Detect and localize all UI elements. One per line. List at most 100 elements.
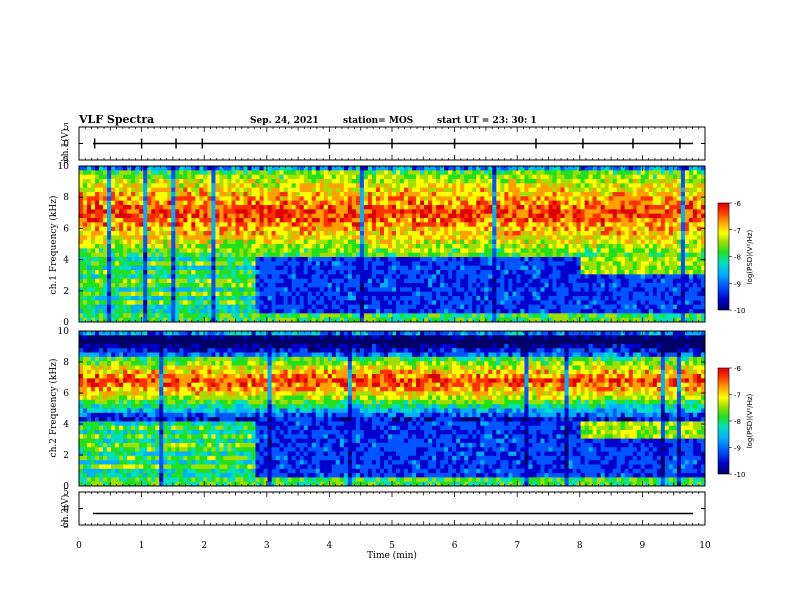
ch1-spectrogram-cell <box>123 296 128 301</box>
ch1-spectrogram-cell <box>287 205 292 210</box>
ch1-spectrogram-cell <box>275 196 280 201</box>
ch1-spectrogram-cell <box>227 296 232 301</box>
ch1-spectrogram-cell <box>424 287 429 292</box>
ch1-spectrogram-cell <box>548 313 553 318</box>
ch1-spectrogram-cell <box>600 265 605 271</box>
ch1-spectrogram-cell <box>151 287 156 292</box>
ch1-spectrogram-cell <box>363 174 369 180</box>
ch1-spectrogram-cell <box>115 196 120 201</box>
ch1-spectrogram-cell <box>215 200 220 206</box>
ch1-spectrogram-cell <box>95 248 100 253</box>
ch1-spectrogram-cell <box>580 218 585 223</box>
ch1-spectrogram-cell <box>540 213 545 219</box>
ch1-spectrogram-cell <box>211 304 216 310</box>
ch1-spectrogram-cell <box>576 287 581 292</box>
ch1-spectrogram-cell <box>323 257 329 262</box>
ch1-spectrogram-cell <box>223 222 228 227</box>
ch1-spectrogram-cell <box>592 218 597 223</box>
ch1-spectrogram-cell <box>496 218 501 223</box>
ch1-spectrogram-cell <box>404 231 409 236</box>
ch1-spectrogram-cell <box>111 205 116 210</box>
ch1-spectrogram-cell <box>556 261 561 266</box>
ch1-spectrogram-cell <box>199 300 204 305</box>
ch1-spectrogram-cell <box>211 300 216 305</box>
ch1-spectrogram-cell <box>392 283 397 288</box>
ch1-spectrogram-cell <box>355 187 361 193</box>
ch1-spectrogram-cell <box>211 313 216 318</box>
ch1-spectrogram-cell <box>239 187 244 193</box>
ch1-spectrogram-cell <box>456 239 461 245</box>
ch1-spectrogram-cell <box>235 231 240 236</box>
ch1-spectrogram-cell <box>496 300 501 305</box>
ch1-spectrogram-cell <box>400 278 405 284</box>
ch1-spectrogram-cell <box>143 231 148 236</box>
ch1-spectrogram-cell <box>600 278 605 284</box>
ch1-spectrogram-cell <box>584 313 589 318</box>
ch1-spectrogram-cell <box>331 222 337 227</box>
ch1-spectrogram-cell <box>604 309 609 314</box>
ch1-spectrogram-cell <box>428 244 433 249</box>
ch1-spectrogram-cell <box>151 274 156 279</box>
ch1-spectrogram-cell <box>420 274 425 279</box>
ch1-spectrogram-cell <box>392 209 397 214</box>
ch1-spectrogram-cell <box>139 261 144 266</box>
ch1-spectrogram-cell <box>488 296 493 301</box>
ch1-spectrogram-cell <box>171 187 176 193</box>
ch1-spectrogram-cell <box>231 192 236 197</box>
ch1-spectrogram-cell <box>588 179 593 184</box>
ch1-spectrogram-cell <box>175 235 180 240</box>
ch1-spectrogram-cell <box>359 231 365 236</box>
ch1-spectrogram-cell <box>440 304 445 310</box>
ch1-spectrogram-cell <box>355 205 361 210</box>
ch1-spectrogram-cell <box>231 261 236 266</box>
ch1-spectrogram-cell <box>143 296 148 301</box>
ch1-spectrogram-cell <box>95 296 100 301</box>
ch1-spectrogram-cell <box>199 209 204 214</box>
ch1-spectrogram-cell <box>452 222 457 227</box>
ch1-spectrogram-cell <box>528 187 533 193</box>
ch1-spectrogram-cell <box>111 317 116 323</box>
ch1-spectrogram-cell <box>227 283 232 288</box>
ch1-spectrogram-cell <box>488 213 493 219</box>
ch1-spectrogram-cell <box>243 270 248 275</box>
ch1-spectrogram-cell <box>83 270 88 275</box>
ch1-spectrogram-cell <box>115 261 120 266</box>
ch1-spectrogram-cell <box>331 231 337 236</box>
ch1-spectrogram-cell <box>259 252 264 258</box>
ch1-spectrogram-cell <box>279 304 284 310</box>
ch1-spectrogram-cell <box>335 196 341 201</box>
ch1-spectrogram-cell <box>440 179 445 184</box>
ch1-spectrogram-cell <box>428 248 433 253</box>
ch1-spectrogram-cell <box>404 300 409 305</box>
ch1-spectrogram-cell <box>536 179 541 184</box>
ch1-spectrogram-cell <box>327 261 333 266</box>
ch1-spectrogram-cell <box>508 239 513 245</box>
ch1-spectrogram-cell <box>367 291 373 297</box>
ch1-spectrogram-cell <box>323 239 329 245</box>
ch1-spectrogram-cell <box>375 252 381 258</box>
ch1-spectrogram-cell <box>199 166 204 171</box>
ch1-waveform-ytick-label: -5 <box>60 156 69 166</box>
ch1-spectrogram-cell <box>367 166 373 171</box>
ch1-spectrogram-cell <box>303 274 309 279</box>
ch1-spectrogram-cell <box>528 257 533 262</box>
ch1-spectrogram-cell <box>396 170 401 175</box>
ch1-spectrogram-cell <box>251 252 256 258</box>
ch1-spectrogram-cell <box>500 300 505 305</box>
ch1-spectrogram-cell <box>347 270 353 275</box>
ch1-spectrogram-cell <box>191 296 196 301</box>
ch1-spectrogram-cell <box>203 270 208 275</box>
ch1-spectrogram-cell <box>408 200 413 206</box>
ch1-spectrogram-cell <box>516 183 521 188</box>
ch1-spectrogram-cell <box>351 278 357 284</box>
ch1-spectrogram-cell <box>351 257 357 262</box>
ch1-spectrogram-cell <box>295 313 300 318</box>
ch1-spectrogram-cell <box>139 222 144 227</box>
ch1-spectrogram-cell <box>367 304 373 310</box>
ch1-spectrogram-cell <box>343 196 349 201</box>
ch1-spectrogram-cell <box>532 218 537 223</box>
ch1-spectrogram-cell <box>576 231 581 236</box>
ch1-spectrogram-cell <box>87 317 92 323</box>
ch1-spectrogram-cell <box>576 274 581 279</box>
ch1-spectrogram-cell <box>331 287 337 292</box>
